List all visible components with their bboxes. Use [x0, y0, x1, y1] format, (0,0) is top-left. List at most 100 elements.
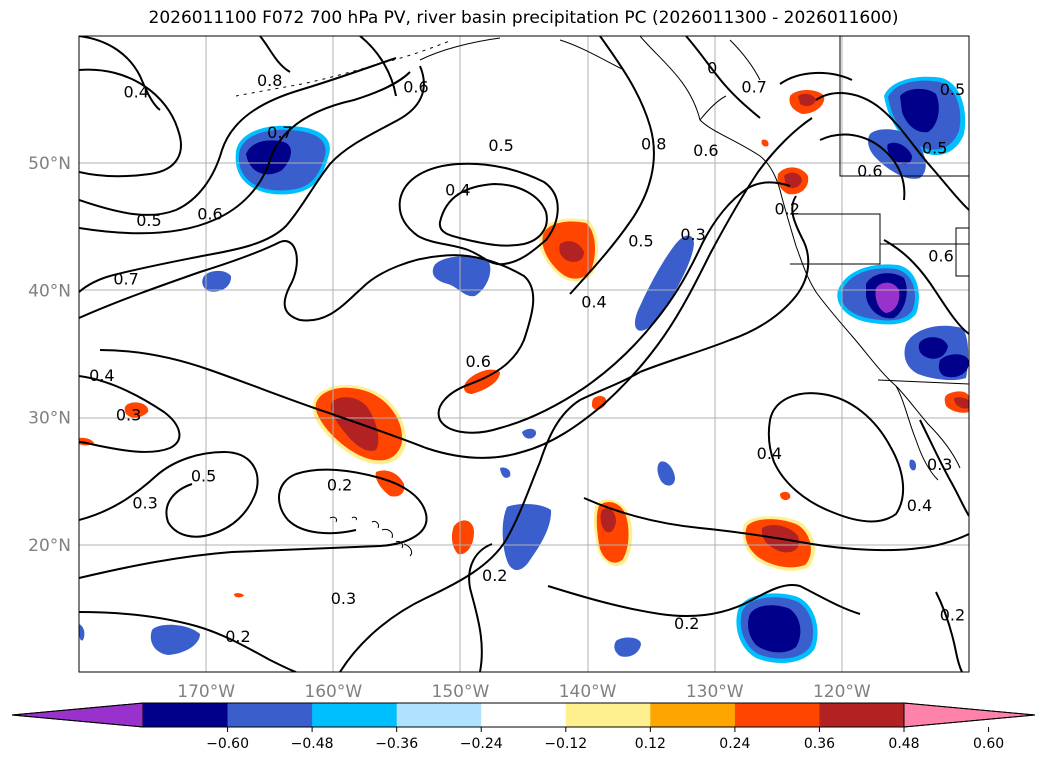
precip-area-red [330, 397, 379, 451]
lon-tick-label: 130°W [686, 682, 744, 702]
colorbar-segment [650, 703, 736, 727]
coastline-north-america [639, 36, 961, 469]
pv-contour [79, 611, 297, 672]
pv-contour [767, 392, 905, 523]
contour-label: 0.2 [482, 566, 507, 585]
contour-label: 0.6 [928, 247, 953, 266]
pv-contour [79, 65, 425, 293]
contour-label: 0.5 [628, 231, 653, 250]
coastline-alaska-panhandle [699, 39, 761, 121]
lat-tick-label: 30°N [28, 409, 71, 429]
contour-label: 0.2 [774, 200, 799, 219]
pv-contour [99, 117, 813, 459]
contour-label: 0.5 [940, 80, 965, 99]
contour-label: 0.6 [857, 161, 882, 180]
contour-label: 0.5 [922, 138, 947, 157]
precip-area-red [451, 520, 474, 555]
pv-contour [438, 182, 548, 247]
coastline-alaska [419, 37, 625, 71]
precip-area-blue [938, 354, 969, 378]
contour-label: 0.5 [191, 467, 216, 486]
map-title: 2026011100 F072 700 hPa PV, river basin … [148, 8, 899, 28]
contour-label: 0.4 [907, 496, 932, 515]
contour-labels: 0.4 0.8 0.7 0.6 0.5 0.6 0.7 0.5 0.4 0.8 0.6 0.7 0 0.5… [89, 58, 965, 646]
precip-area-red [784, 172, 802, 188]
coastline-aleutians [235, 39, 453, 97]
border-us-mexico [877, 379, 969, 385]
precip-area-blue [500, 467, 511, 478]
precip-area-red [761, 139, 769, 147]
coastline-baja [895, 385, 939, 481]
colorbar-segment [734, 703, 820, 727]
precip-area-blue [246, 140, 291, 175]
contour-label: 0.7 [113, 269, 138, 288]
pv-contour [883, 239, 969, 335]
pv-contour [79, 181, 791, 434]
pv-contour [79, 468, 428, 579]
precip-area-blue [614, 637, 641, 657]
contour-label: 0.6 [197, 205, 222, 224]
precip-area-blue [432, 256, 491, 297]
contour-label: 0.4 [445, 180, 470, 199]
pv-contour [815, 92, 969, 211]
colorbar-tick-label: 0.24 [719, 736, 750, 752]
longitude-labels: 170°W 160°W 150°W 140°W 130°W 120°W [177, 682, 871, 702]
precip-area-blue [657, 461, 675, 486]
latitude-labels: 20°N 30°N 40°N 50°N [28, 154, 71, 556]
precip-area-red [375, 470, 405, 497]
colorbar-frame [11, 702, 1036, 728]
precip-area-red [234, 593, 244, 598]
precip-area-red [600, 508, 616, 533]
contour-label: 0.8 [257, 71, 282, 90]
contour-label: 0.5 [136, 211, 161, 230]
map-panel: 0.4 0.8 0.7 0.6 0.5 0.6 0.7 0.5 0.4 0.8 0.6 0.7 0 0.5… [78, 35, 970, 673]
precip-area-blue [918, 337, 948, 359]
pv-contour [79, 71, 411, 235]
colorbar-tick-label: −0.12 [544, 736, 587, 752]
precip-area-blue [202, 270, 232, 292]
contour-label: 0.3 [680, 225, 705, 244]
lon-tick-label: 150°W [432, 682, 490, 702]
pv-contour [259, 36, 291, 73]
precip-area-blue [748, 605, 801, 653]
pv-contour [779, 71, 853, 85]
colorbar-segment [565, 703, 651, 727]
precip-area-red [124, 402, 149, 418]
colorbar-tick-label: −0.24 [460, 736, 503, 752]
pv-contour [79, 375, 181, 453]
contour-label: 0.3 [331, 589, 356, 608]
contour-label: 0.3 [132, 493, 157, 512]
pv-contour [339, 371, 641, 672]
precip-negative-areas [79, 76, 969, 664]
colorbar-tick-label: 0.60 [973, 736, 1004, 752]
contour-label: 0.8 [641, 135, 666, 154]
colorbar-segment [819, 703, 905, 727]
precip-area-blue [522, 428, 537, 439]
pv-contour [398, 162, 559, 266]
pv-contour [468, 543, 493, 672]
contour-label: 0.7 [741, 77, 766, 96]
contour-label: 0.5 [488, 136, 513, 155]
colorbar-extend-low [11, 702, 144, 728]
colorbar-segment [312, 703, 398, 727]
precip-area-blue [79, 624, 85, 641]
precip-area-blue [502, 503, 552, 571]
precip-area-blue [909, 459, 917, 471]
contour-label: 0.2 [327, 476, 352, 495]
colorbar-segment [143, 703, 229, 727]
pv-contour [79, 450, 259, 538]
contour-label: 0.2 [225, 627, 250, 646]
pv-contours [79, 36, 969, 672]
lat-tick-label: 20°N [28, 536, 71, 556]
pv-contour [919, 419, 969, 517]
pv-contour [79, 36, 161, 111]
colorbar: −0.60 −0.48 −0.36 −0.24 −0.12 0.12 0.24 0.36 0.4… [11, 702, 1036, 752]
precip-area-red [954, 397, 969, 409]
pv-contour [819, 133, 906, 201]
lon-tick-label: 170°W [177, 682, 235, 702]
colorbar-segment [481, 703, 567, 727]
pv-contour [583, 497, 969, 552]
colorbar-tick-label: −0.36 [375, 736, 418, 752]
precip-area-blue [150, 624, 200, 655]
